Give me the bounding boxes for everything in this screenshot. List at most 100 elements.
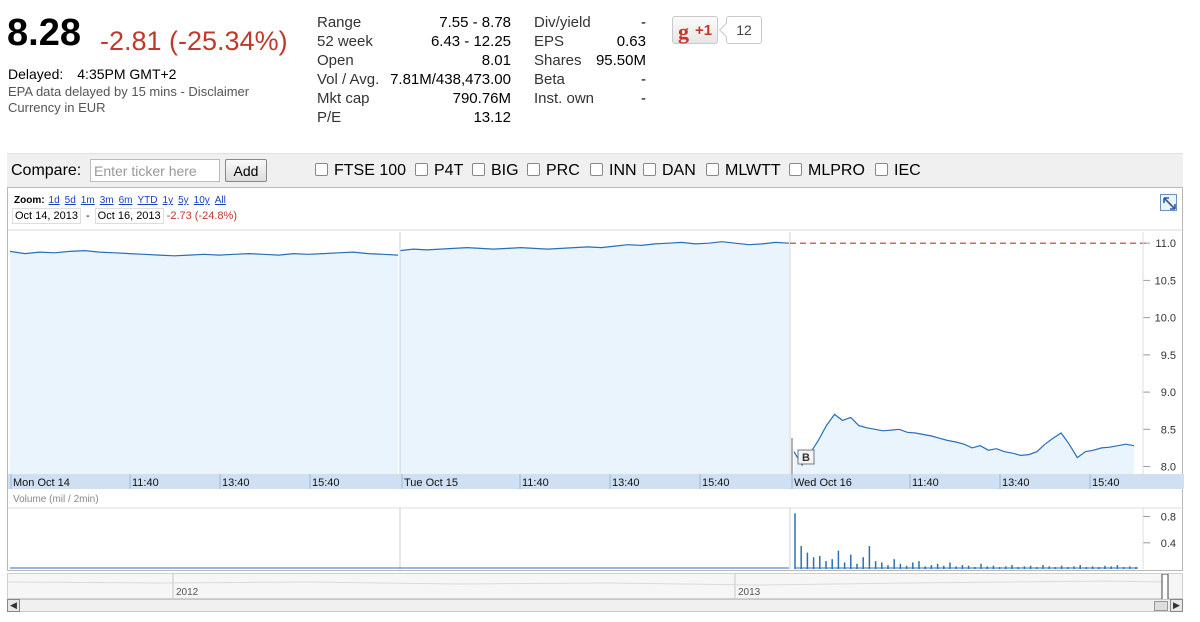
price-area-fill — [10, 250, 398, 474]
stat-value: - — [641, 14, 646, 31]
delay-disclaimer[interactable]: EPA data delayed by 15 mins - Disclaimer — [8, 84, 250, 99]
checkbox-icon[interactable] — [643, 163, 656, 176]
x-tick-label: 11:40 — [522, 477, 549, 489]
stat-value: 13.12 — [473, 109, 511, 126]
x-tick-label: 15:40 — [1092, 477, 1120, 489]
stat-label: EPS — [534, 33, 565, 50]
scroll-right-icon[interactable]: ▶ — [1170, 599, 1183, 612]
timeline-navigator[interactable]: 2012 2013 — [7, 573, 1183, 600]
x-tick-label: 15:40 — [312, 477, 340, 489]
chart-canvas[interactable]: 11.0 10.5 10.0 9.5 9.0 8.5 8.0 B Mon Oct 14 11:40… — [8, 188, 1184, 572]
zoom-option[interactable]: 6m — [118, 195, 133, 206]
zoom-option[interactable]: All — [214, 195, 226, 206]
compare-option[interactable]: MLPRO — [789, 162, 865, 180]
checkbox-icon[interactable] — [315, 163, 328, 176]
checkbox-icon[interactable] — [706, 163, 719, 176]
stat-row: Inst. own - — [534, 90, 646, 109]
compare-option[interactable]: IEC — [875, 162, 921, 180]
range-start-date[interactable]: Oct 14, 2013 — [12, 208, 81, 224]
compare-ticker-input[interactable] — [90, 159, 220, 182]
zoom-option[interactable]: 1d — [48, 195, 60, 206]
x-tick-label: 11:40 — [912, 477, 939, 489]
compare-option-label: IEC — [894, 162, 921, 179]
event-marker-label: B — [802, 452, 810, 464]
stat-row: Beta - — [534, 71, 646, 90]
x-axis-band — [8, 474, 1184, 489]
stat-row: P/E 13.12 — [317, 109, 511, 128]
zoom-controls: Zoom: 1d 5d 1m 3m 6m YTD 1y 5y 10y All — [14, 195, 231, 206]
timeline-year-2013: 2013 — [738, 587, 761, 598]
compare-option-label: MLWTT — [725, 162, 781, 179]
compare-option-label: P4T — [434, 162, 464, 179]
price-area-fill — [400, 241, 789, 474]
volume-label: Volume (mil / 2min) — [13, 494, 99, 505]
zoom-option[interactable]: 5y — [178, 195, 189, 206]
compare-option[interactable]: FTSE 100 — [315, 162, 406, 180]
delayed-time: 4:35PM GMT+2 — [77, 66, 177, 82]
price-change: -2.81 (-25.34%) — [100, 26, 288, 56]
zoom-option[interactable]: 5d — [64, 195, 76, 206]
google-plus-one-button[interactable]: g +1 — [672, 16, 718, 44]
key-stats-right: Div/yield - EPS 0.63 Shares 95.50M Beta - Inst. … — [534, 14, 646, 114]
x-tick-label: Mon Oct 14 — [13, 477, 70, 489]
compare-option[interactable]: MLWTT — [706, 162, 781, 180]
checkbox-icon[interactable] — [472, 163, 485, 176]
stat-row: Div/yield - — [534, 14, 646, 33]
scroll-left-icon[interactable]: ◀ — [7, 599, 20, 612]
compare-option[interactable]: DAN — [643, 162, 696, 180]
stat-label: Open — [317, 52, 354, 69]
y-tick-label: 8.0 — [1161, 462, 1176, 474]
zoom-option[interactable]: 10y — [193, 195, 210, 206]
x-tick-label: Tue Oct 15 — [404, 477, 458, 489]
zoom-option[interactable]: 1m — [80, 195, 95, 206]
checkbox-icon[interactable] — [875, 163, 888, 176]
stat-value: 790.76M — [452, 90, 511, 107]
compare-option-label: MLPRO — [808, 162, 865, 179]
x-tick-label: Wed Oct 16 — [794, 477, 852, 489]
delayed-info: Delayed: 4:35PM GMT+2 — [8, 66, 176, 82]
compare-option-label: BIG — [491, 162, 519, 179]
volume-tick-label: 0.8 — [1161, 512, 1176, 524]
timeline-scrollbar[interactable]: ◀ ▶ — [7, 599, 1183, 612]
expand-chart-icon[interactable] — [1160, 194, 1177, 211]
y-tick-label: 11.0 — [1155, 238, 1176, 250]
scroll-thumb[interactable] — [1154, 601, 1168, 611]
zoom-label: Zoom: — [14, 195, 45, 206]
timeline-year-2012: 2012 — [176, 587, 199, 598]
stat-value: 0.63 — [616, 33, 646, 50]
checkbox-icon[interactable] — [415, 163, 428, 176]
volume-tick-label: 0.4 — [1161, 538, 1176, 550]
y-tick-label: 10.0 — [1155, 313, 1176, 325]
event-marker-box[interactable] — [797, 449, 815, 465]
stat-label: Shares — [534, 52, 582, 69]
date-range: Oct 14, 2013- Oct 16, 2013 -2.73 (-24.8%) — [12, 208, 237, 224]
checkbox-icon[interactable] — [590, 163, 603, 176]
stat-label: Div/yield — [534, 14, 591, 31]
stat-row: Range 7.55 - 8.78 — [317, 14, 511, 33]
price-line — [9, 249, 399, 257]
google-plus-icon: g — [678, 19, 689, 44]
stat-label: 52 week — [317, 33, 373, 50]
stat-value: 7.81M/438,473.00 — [390, 71, 511, 88]
compare-option[interactable]: BIG — [472, 162, 519, 180]
stat-label: Mkt cap — [317, 90, 370, 107]
zoom-option[interactable]: 1y — [162, 195, 174, 206]
add-ticker-button[interactable]: Add — [225, 159, 267, 182]
compare-option-label: INN — [609, 162, 637, 179]
compare-option[interactable]: P4T — [415, 162, 463, 180]
checkbox-icon[interactable] — [527, 163, 540, 176]
stat-value: 95.50M — [595, 52, 646, 69]
stat-row: Mkt cap 790.76M — [317, 90, 511, 109]
zoom-option[interactable]: 3m — [99, 195, 114, 206]
stat-row: Open 8.01 — [317, 52, 511, 71]
checkbox-icon[interactable] — [789, 163, 802, 176]
stat-label: Vol / Avg. — [317, 71, 380, 88]
x-tick-label: 13:40 — [222, 477, 250, 489]
y-tick-label: 9.5 — [1161, 350, 1176, 362]
compare-option[interactable]: INN — [590, 162, 637, 180]
current-price: 8.28 — [7, 12, 81, 54]
compare-option[interactable]: PRC — [527, 162, 580, 180]
zoom-option[interactable]: YTD — [137, 195, 158, 206]
stat-value: - — [641, 71, 646, 88]
range-end-date[interactable]: Oct 16, 2013 — [94, 208, 164, 224]
